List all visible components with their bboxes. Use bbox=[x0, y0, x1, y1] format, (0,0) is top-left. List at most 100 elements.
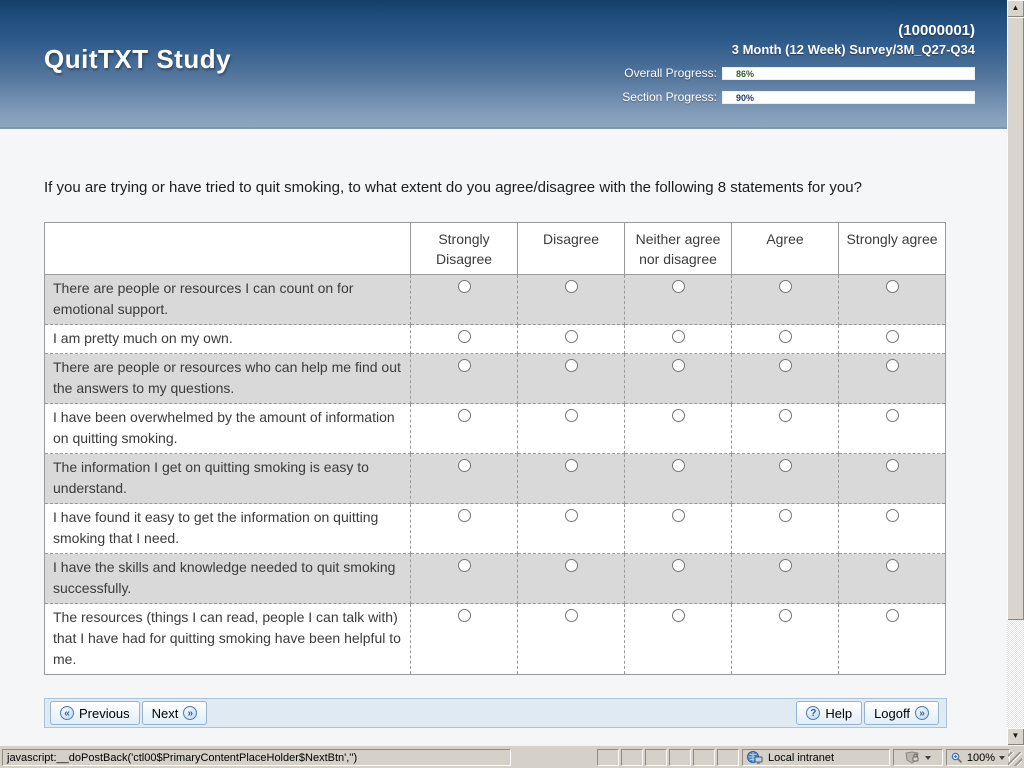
radio-row7-col2[interactable] bbox=[564, 559, 578, 572]
radio-row3-col1[interactable] bbox=[457, 359, 471, 372]
answer-cell bbox=[624, 403, 732, 454]
radio-row5-col4[interactable] bbox=[778, 459, 792, 472]
radio-row6-col2[interactable] bbox=[564, 509, 578, 522]
answer-cell bbox=[517, 553, 625, 604]
answer-cell bbox=[517, 403, 625, 454]
zoom-dropdown-icon bbox=[999, 755, 1006, 760]
radio-row1-col1[interactable] bbox=[457, 280, 471, 293]
scroll-down-icon[interactable]: ▼ bbox=[1007, 728, 1024, 745]
answer-cell bbox=[731, 403, 839, 454]
status-text: javascript:__doPostBack('ctl00$PrimaryCo… bbox=[7, 751, 358, 764]
radio-row4-col5[interactable] bbox=[885, 409, 899, 422]
radio-row2-col1[interactable] bbox=[457, 330, 471, 343]
radio-row5-col1[interactable] bbox=[457, 459, 471, 472]
radio-row2-col3[interactable] bbox=[671, 330, 685, 343]
nav-left-group: « Previous Next » bbox=[50, 701, 209, 725]
next-button[interactable]: Next » bbox=[141, 701, 208, 725]
radio-row3-col4[interactable] bbox=[778, 359, 792, 372]
protected-mode-pane[interactable] bbox=[893, 749, 943, 766]
radio-row8-col2[interactable] bbox=[564, 609, 578, 622]
participant-id: (10000001) bbox=[898, 22, 975, 39]
help-button[interactable]: ? Help bbox=[796, 701, 863, 725]
radio-row7-col4[interactable] bbox=[778, 559, 792, 572]
answer-cell bbox=[838, 403, 946, 454]
status-bar: javascript:__doPostBack('ctl00$PrimaryCo… bbox=[0, 745, 1024, 768]
radio-row6-col1[interactable] bbox=[457, 509, 471, 522]
section-progress-label: Section Progress: bbox=[622, 90, 717, 104]
resize-grip-icon[interactable] bbox=[1008, 752, 1022, 766]
answer-cell bbox=[517, 603, 625, 675]
status-pane-empty-2 bbox=[621, 749, 643, 766]
column-header-3: Neither agree nor disagree bbox=[624, 222, 732, 275]
section-progress-value: 90% bbox=[736, 92, 755, 103]
status-pane-empty-6 bbox=[717, 749, 739, 766]
radio-row4-col2[interactable] bbox=[564, 409, 578, 422]
next-arrows-icon: » bbox=[183, 706, 198, 720]
likert-table: Strongly Disagree Disagree Neither agree n… bbox=[44, 222, 946, 675]
vertical-scrollbar[interactable]: ▲ ▼ bbox=[1007, 0, 1024, 745]
answer-cell bbox=[731, 553, 839, 604]
radio-row4-col4[interactable] bbox=[778, 409, 792, 422]
radio-row8-col4[interactable] bbox=[778, 609, 792, 622]
statement-cell-4: I have been overwhelmed by the amount of… bbox=[44, 403, 411, 454]
security-zone-pane: Local intranet bbox=[742, 749, 890, 766]
status-pane-empty-5 bbox=[693, 749, 715, 766]
previous-button[interactable]: « Previous bbox=[50, 701, 140, 725]
radio-row2-col2[interactable] bbox=[564, 330, 578, 343]
survey-name: 3 Month (12 Week) Survey/3M_Q27-Q34 bbox=[731, 42, 975, 57]
radio-row8-col1[interactable] bbox=[457, 609, 471, 622]
column-header-2: Disagree bbox=[517, 222, 625, 275]
scrollbar-thumb[interactable] bbox=[1007, 17, 1024, 620]
header-info: (10000001) 3 Month (12 Week) Survey/3M_Q… bbox=[622, 22, 975, 105]
logoff-arrows-icon: » bbox=[915, 706, 929, 720]
radio-row3-col3[interactable] bbox=[671, 359, 685, 372]
previous-arrows-icon: « bbox=[60, 706, 74, 720]
statement-cell-5: The information I get on quitting smokin… bbox=[44, 453, 411, 504]
column-header-4: Agree bbox=[731, 222, 839, 275]
overall-progress-label: Overall Progress: bbox=[624, 66, 717, 80]
answer-cell bbox=[731, 353, 839, 404]
answer-cell bbox=[410, 353, 518, 404]
radio-row1-col4[interactable] bbox=[778, 280, 792, 293]
radio-row3-col2[interactable] bbox=[564, 359, 578, 372]
radio-row5-col3[interactable] bbox=[671, 459, 685, 472]
radio-row1-col2[interactable] bbox=[564, 280, 578, 293]
help-button-label: Help bbox=[825, 705, 853, 721]
question-text: If you are trying or have tried to quit … bbox=[44, 179, 862, 196]
answer-cell bbox=[624, 353, 732, 404]
logoff-button[interactable]: Logoff » bbox=[864, 701, 939, 725]
radio-row1-col5[interactable] bbox=[885, 280, 899, 293]
radio-row8-col5[interactable] bbox=[885, 609, 899, 622]
answer-cell bbox=[731, 603, 839, 675]
radio-row6-col5[interactable] bbox=[885, 509, 899, 522]
radio-row5-col2[interactable] bbox=[564, 459, 578, 472]
radio-row5-col5[interactable] bbox=[885, 459, 899, 472]
answer-cell bbox=[838, 603, 946, 675]
radio-row2-col4[interactable] bbox=[778, 330, 792, 343]
radio-row8-col3[interactable] bbox=[671, 609, 685, 622]
radio-row7-col3[interactable] bbox=[671, 559, 685, 572]
radio-row2-col5[interactable] bbox=[885, 330, 899, 343]
zoom-pane[interactable]: 100% bbox=[946, 749, 1010, 766]
answer-cell bbox=[624, 503, 732, 554]
radio-row3-col5[interactable] bbox=[885, 359, 899, 372]
status-pane-empty-3 bbox=[645, 749, 667, 766]
answer-cell bbox=[624, 453, 732, 504]
section-progress-bar: 90% bbox=[722, 90, 975, 104]
radio-row6-col4[interactable] bbox=[778, 509, 792, 522]
radio-row4-col3[interactable] bbox=[671, 409, 685, 422]
radio-row6-col3[interactable] bbox=[671, 509, 685, 522]
statement-cell-1: There are people or resources I can coun… bbox=[44, 274, 411, 325]
answer-cell bbox=[517, 453, 625, 504]
scroll-up-icon[interactable]: ▲ bbox=[1007, 0, 1024, 17]
answer-cell bbox=[410, 274, 518, 325]
radio-row7-col1[interactable] bbox=[457, 559, 471, 572]
column-header-5: Strongly agree bbox=[838, 222, 946, 275]
radio-row4-col1[interactable] bbox=[457, 409, 471, 422]
answer-cell bbox=[838, 274, 946, 325]
radio-row7-col5[interactable] bbox=[885, 559, 899, 572]
answer-cell bbox=[517, 353, 625, 404]
zoom-magnifier-icon bbox=[951, 752, 962, 763]
radio-row1-col3[interactable] bbox=[671, 280, 685, 293]
